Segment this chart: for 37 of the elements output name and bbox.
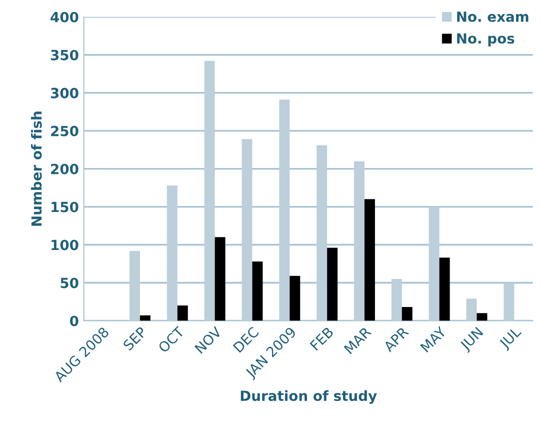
y-axis-title: Number of fish [31, 112, 42, 226]
bar [166, 186, 178, 321]
bar [290, 276, 300, 321]
x-tick-label: FEB [310, 326, 334, 351]
bar [177, 306, 188, 321]
bar [279, 100, 290, 321]
legend-label: No. pos [457, 33, 514, 46]
y-tick-label: 200 [51, 164, 78, 174]
bar [354, 161, 364, 321]
legend-label: No. exam [457, 12, 528, 22]
bar [204, 60, 215, 321]
bar [327, 248, 338, 321]
bar [252, 261, 263, 321]
bar [242, 139, 252, 321]
bar [439, 258, 450, 321]
y-tick-label: 400 [50, 12, 78, 22]
y-tick-label: 0 [70, 316, 78, 326]
bar [130, 250, 140, 321]
bar [391, 278, 402, 321]
bar [402, 307, 412, 321]
y-tick-label: 250 [51, 126, 78, 136]
y-tick-label: 300 [50, 88, 78, 98]
bar [504, 282, 514, 321]
bar [476, 313, 488, 321]
y-tick-label: 100 [52, 240, 78, 250]
x-axis-title: Duration of study [240, 390, 377, 404]
x-tick-label: SEP [122, 326, 148, 351]
y-tick-label: 350 [50, 50, 78, 60]
y-tick-label: 50 [60, 278, 78, 288]
bar [364, 199, 375, 321]
bar [214, 237, 226, 321]
bar [140, 315, 150, 321]
y-tick-label: 150 [52, 202, 78, 212]
x-tick-label: JUL [498, 326, 524, 352]
bar [466, 298, 477, 321]
bar [316, 145, 328, 321]
bar [428, 206, 440, 321]
